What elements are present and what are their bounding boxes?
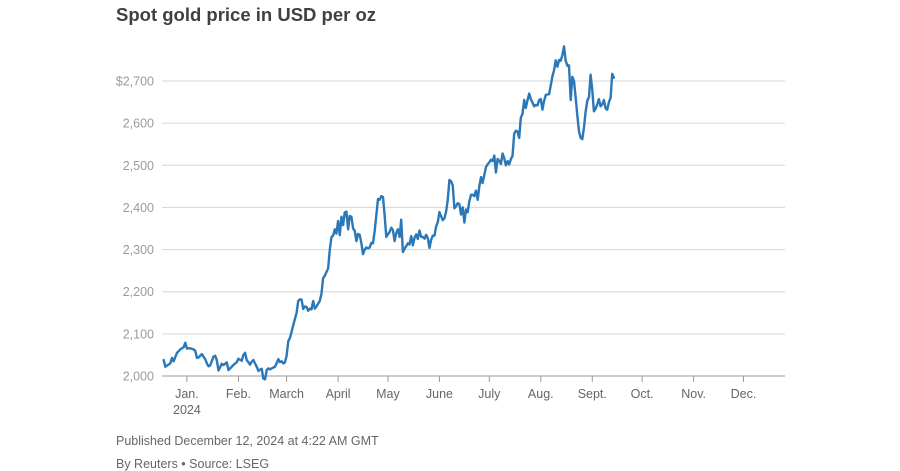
x-tick-label: March (269, 387, 304, 401)
y-tick-label: 2,000 (123, 370, 154, 384)
y-tick-label: 2,600 (123, 117, 154, 131)
series-layer (162, 45, 616, 381)
y-tick-label: 2,300 (123, 243, 154, 257)
series-line-spot-gold (162, 45, 616, 381)
chart-title: Spot gold price in USD per oz (116, 4, 377, 25)
y-tick-label: 2,500 (123, 159, 154, 173)
x-tick-label: June (426, 387, 453, 401)
x-tick-label: Nov. (681, 387, 706, 401)
x-tick-label: Jan. (175, 387, 199, 401)
x-tick-label: Sept. (578, 387, 607, 401)
y-axis: 2,000 2,100 2,200 2,300 2,400 2,500 2,600 $2,70… (116, 75, 154, 384)
published-timestamp: Published December 12, 2024 at 4:22 AM G… (116, 434, 379, 448)
x-tick-sublabel: 2024 (173, 403, 201, 417)
byline-source: By Reuters • Source: LSEG (116, 457, 270, 471)
y-tick-label: $2,700 (116, 75, 154, 89)
x-axis: Jan. 2024 Feb. March April May June July Aug. Sep… (173, 376, 756, 417)
x-tick-label: May (376, 387, 400, 401)
x-tick-label: July (478, 387, 501, 401)
y-tick-label: 2,200 (123, 285, 154, 299)
y-tick-label: 2,100 (123, 327, 154, 341)
x-tick-label: Feb. (226, 387, 251, 401)
x-tick-label: April (326, 387, 351, 401)
gridlines (162, 80, 785, 377)
x-tick-label: Aug. (528, 387, 554, 401)
x-tick-label: Oct. (631, 387, 654, 401)
x-tick-label: Dec. (731, 387, 757, 401)
y-tick-label: 2,400 (123, 201, 154, 215)
